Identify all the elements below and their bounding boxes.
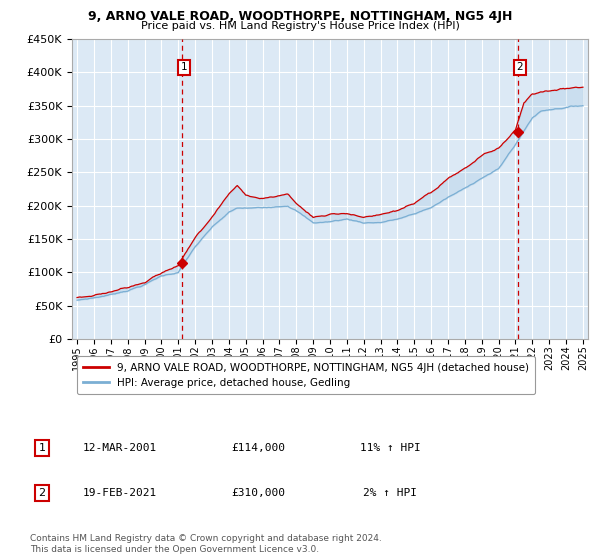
Text: £114,000: £114,000 (231, 444, 285, 453)
Text: 2: 2 (38, 488, 46, 498)
Text: 12-MAR-2001: 12-MAR-2001 (83, 444, 157, 453)
Text: 11% ↑ HPI: 11% ↑ HPI (359, 444, 421, 453)
Text: £310,000: £310,000 (231, 488, 285, 498)
Text: 2: 2 (517, 62, 523, 72)
Legend: 9, ARNO VALE ROAD, WOODTHORPE, NOTTINGHAM, NG5 4JH (detached house), HPI: Averag: 9, ARNO VALE ROAD, WOODTHORPE, NOTTINGHA… (77, 356, 535, 394)
Text: 19-FEB-2021: 19-FEB-2021 (83, 488, 157, 498)
Text: Contains HM Land Registry data © Crown copyright and database right 2024.
This d: Contains HM Land Registry data © Crown c… (30, 534, 382, 554)
Text: 2% ↑ HPI: 2% ↑ HPI (363, 488, 417, 498)
Text: 9, ARNO VALE ROAD, WOODTHORPE, NOTTINGHAM, NG5 4JH: 9, ARNO VALE ROAD, WOODTHORPE, NOTTINGHA… (88, 10, 512, 23)
Text: 1: 1 (38, 444, 46, 453)
Text: 1: 1 (181, 62, 187, 72)
Text: Price paid vs. HM Land Registry's House Price Index (HPI): Price paid vs. HM Land Registry's House … (140, 21, 460, 31)
